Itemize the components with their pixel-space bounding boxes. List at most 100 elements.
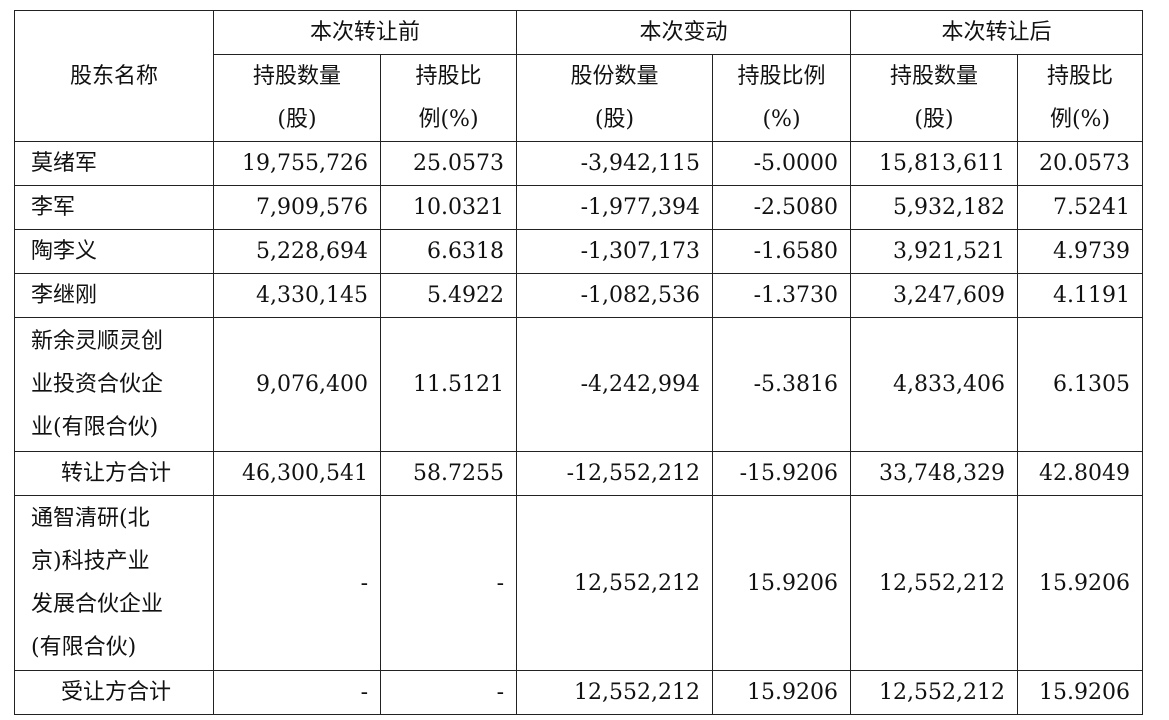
data-row: 李军 7,909,576 10.0321 -1,977,394 -2.5080 5,932… bbox=[14, 185, 1143, 230]
name-cell: 受让方合计 bbox=[14, 670, 214, 715]
cell-value: -1.3730 bbox=[753, 283, 838, 308]
column-title: 例(%) bbox=[418, 107, 479, 132]
data-row: 莫绪军 19,755,726 25.0573 -3,942,115 -5.0000 15,… bbox=[14, 141, 1143, 186]
value-cell: - bbox=[380, 670, 517, 715]
value-cell: 12,552,212 bbox=[516, 495, 713, 671]
value-cell: 15,813,611 bbox=[850, 141, 1018, 186]
value-cell: 3,247,609 bbox=[850, 273, 1018, 318]
column-title: (%) bbox=[762, 107, 801, 132]
value-cell: -1,977,394 bbox=[516, 185, 713, 230]
value-cell: 7,909,576 bbox=[213, 185, 381, 230]
value-cell: 4.1191 bbox=[1017, 273, 1143, 318]
cell-value: 25.0573 bbox=[413, 151, 504, 176]
cell-value: - bbox=[360, 680, 368, 705]
holder-name: 业(有限合伙) bbox=[31, 415, 159, 440]
value-cell: - bbox=[213, 495, 381, 671]
value-cell: 4,833,406 bbox=[850, 317, 1018, 452]
name-cell: 李继刚 bbox=[14, 273, 214, 318]
value-cell: 3,921,521 bbox=[850, 229, 1018, 274]
value-cell: 6.6318 bbox=[380, 229, 517, 274]
value-cell: 12,552,212 bbox=[850, 495, 1018, 671]
cell-value: 5,228,694 bbox=[256, 239, 368, 264]
header-cell: 股东名称 bbox=[14, 10, 214, 142]
cell-value: 7.5241 bbox=[1053, 195, 1130, 220]
cell-value: -5.0000 bbox=[753, 151, 838, 176]
value-cell: -3,942,115 bbox=[516, 141, 713, 186]
value-cell: -5.0000 bbox=[712, 141, 851, 186]
holder-header: 股东名称 bbox=[69, 63, 158, 89]
value-cell: 15.9206 bbox=[1017, 495, 1143, 671]
value-cell: -1,307,173 bbox=[516, 229, 713, 274]
name-cell: 新余灵顺灵创 业投资合伙企 业(有限合伙) bbox=[14, 317, 214, 452]
name-cell: 李军 bbox=[14, 185, 214, 230]
holder-name: 受让方合计 bbox=[60, 680, 171, 705]
cell-value: -3,942,115 bbox=[580, 151, 700, 176]
value-cell: 58.7255 bbox=[380, 451, 517, 496]
cell-value: - bbox=[360, 570, 368, 596]
cell-value: 3,921,521 bbox=[893, 239, 1005, 264]
holder-name: 新余灵顺灵创 bbox=[31, 329, 164, 354]
column-header: 股份数量 (股) bbox=[516, 54, 713, 142]
header-row: 持股数量 (股) 持股比 例(%) 股份数量 (股) 持股比例 (%) 持股数量 (股) 持股比 例(… bbox=[15, 54, 1143, 142]
value-cell: 42.8049 bbox=[1017, 451, 1143, 496]
holder-name: 李继刚 bbox=[31, 283, 98, 308]
cell-value: -5.3816 bbox=[753, 372, 838, 397]
value-cell: 5,228,694 bbox=[213, 229, 381, 274]
cell-value: 12,552,212 bbox=[574, 680, 700, 705]
value-cell: 19,755,726 bbox=[213, 141, 381, 186]
cell-value: 11.5121 bbox=[413, 372, 504, 397]
cell-value: 58.7255 bbox=[413, 461, 504, 486]
header-row: 股东名称 本次转让前 本次变动 本次转让后 bbox=[14, 10, 1143, 142]
holder-name: 通智清研(北 bbox=[31, 506, 150, 531]
value-cell: 5,932,182 bbox=[850, 185, 1018, 230]
value-cell: 4,330,145 bbox=[213, 273, 381, 318]
cell-value: -4,242,994 bbox=[580, 372, 700, 397]
cell-value: 4,833,406 bbox=[893, 372, 1005, 397]
value-cell: -15.9206 bbox=[712, 451, 851, 496]
column-title: 持股数量 bbox=[889, 64, 978, 89]
value-cell: -5.3816 bbox=[712, 317, 851, 452]
column-title: 持股比 bbox=[1046, 64, 1113, 89]
value-cell: 6.1305 bbox=[1017, 317, 1143, 452]
column-header: 持股比例(%) bbox=[1017, 54, 1143, 142]
cell-value: -1,977,394 bbox=[580, 195, 700, 220]
name-cell: 通智清研(北 京)科技产业 发展合伙企业 (有限合伙) bbox=[14, 495, 214, 671]
name-cell: 莫绪军 bbox=[14, 141, 214, 186]
cell-value: -12,552,212 bbox=[566, 461, 700, 486]
value-cell: 9,076,400 bbox=[213, 317, 381, 452]
cell-value: -2.5080 bbox=[753, 195, 838, 220]
column-header: 持股比例 (%) bbox=[712, 54, 851, 142]
cell-value: 46,300,541 bbox=[242, 461, 368, 486]
cell-value: - bbox=[496, 680, 504, 705]
value-cell: 25.0573 bbox=[380, 141, 517, 186]
name-cell: 陶李义 bbox=[14, 229, 214, 274]
column-title: (股) bbox=[594, 107, 635, 132]
cell-value: 9,076,400 bbox=[256, 372, 368, 397]
value-cell: 12,552,212 bbox=[850, 670, 1018, 715]
column-title: (股) bbox=[914, 107, 954, 132]
cell-value: 19,755,726 bbox=[242, 151, 368, 176]
cell-value: 33,748,329 bbox=[879, 461, 1005, 486]
value-cell: -1.3730 bbox=[712, 273, 851, 318]
name-cell: 转让方合计 bbox=[14, 451, 214, 496]
cell-value: 4.1191 bbox=[1053, 283, 1130, 308]
group-header: 本次变动 bbox=[516, 10, 851, 55]
data-row: 转让方合计 46,300,541 58.7255 -12,552,212 -15.920… bbox=[14, 451, 1143, 496]
column-title: 持股比例 bbox=[737, 64, 826, 89]
cell-value: 15.9206 bbox=[747, 680, 838, 705]
cell-value: 12,552,212 bbox=[574, 570, 700, 596]
cell-value: 12,552,212 bbox=[879, 570, 1005, 596]
cell-value: 4.9739 bbox=[1053, 239, 1130, 264]
cell-value: 12,552,212 bbox=[879, 680, 1005, 705]
data-row: 受让方合计 - - 12,552,212 15.9206 12,552,212 15.920… bbox=[14, 670, 1143, 715]
shareholding-table: 股东名称 本次转让前 本次变动 本次转让后 持股数量 (股) 持股比 例(%) 股份数量 (股) 持… bbox=[14, 10, 1143, 715]
cell-value: -15.9206 bbox=[739, 461, 838, 486]
cell-value: 4,330,145 bbox=[256, 283, 368, 308]
cell-value: 5.4922 bbox=[427, 283, 504, 308]
cell-value: 7,909,576 bbox=[256, 195, 368, 220]
value-cell: -1.6580 bbox=[712, 229, 851, 274]
value-cell: 15.9206 bbox=[712, 670, 851, 715]
value-cell: 11.5121 bbox=[380, 317, 517, 452]
data-row: 新余灵顺灵创 业投资合伙企 业(有限合伙) 9,076,400 11.5121 -4,24… bbox=[14, 317, 1143, 452]
